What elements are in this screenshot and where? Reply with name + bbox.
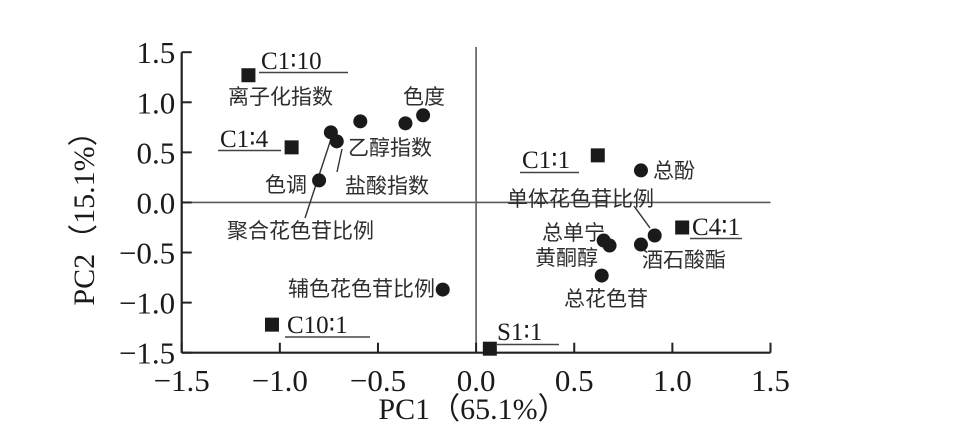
variable-label: 聚合花色苷比例 [227, 219, 374, 243]
sample-marker [284, 140, 299, 155]
variable-marker [312, 173, 327, 188]
y-tick-label: −1.5 [119, 336, 175, 371]
variable-label: 黄酮醇 [535, 246, 598, 270]
variable-label: 总花色苷 [564, 287, 648, 311]
leader-line [633, 205, 651, 229]
x-tick-label: −1.5 [154, 363, 210, 398]
variable-label: 总酚 [653, 159, 695, 183]
variable-label: 离子化指数 [228, 85, 333, 109]
variable-marker [633, 237, 648, 252]
sample-label: S1∶1 [497, 319, 542, 346]
variable-label: 单体花色苷比例 [507, 187, 654, 211]
sample-label: C10∶1 [287, 312, 348, 339]
variable-marker [398, 116, 413, 131]
variable-marker [416, 108, 431, 123]
variable-label: 辅色花色苷比例 [288, 277, 435, 301]
variable-marker [435, 282, 450, 297]
x-tick-label: 1.0 [653, 363, 692, 398]
variable-marker [353, 114, 368, 129]
variable-label: 盐酸指数 [345, 174, 429, 198]
sample-marker [675, 220, 690, 235]
variable-label: 乙醇指数 [348, 136, 432, 160]
variable-marker [647, 228, 662, 243]
variable-marker [594, 268, 609, 283]
x-tick-label: −0.5 [350, 363, 406, 398]
sample-label: C1∶10 [261, 48, 322, 75]
x-axis-title: PC1（65.1%） [378, 393, 567, 426]
sample-label: C1∶1 [522, 147, 570, 174]
y-tick-label: 1.0 [136, 85, 175, 120]
y-tick-label: 1.5 [136, 35, 175, 70]
x-tick-label: 1.5 [751, 363, 790, 398]
y-tick-label: 0.0 [136, 185, 175, 220]
variable-marker [633, 163, 648, 178]
x-tick-label: 0.5 [555, 363, 594, 398]
y-tick-label: 0.5 [136, 135, 175, 170]
variable-label: 色调 [265, 173, 307, 197]
leader-line [336, 148, 343, 173]
sample-marker [482, 341, 497, 356]
x-tick-label: 0.0 [457, 363, 496, 398]
y-tick-label: −0.5 [119, 236, 175, 271]
sample-label: C4∶1 [692, 214, 740, 241]
y-tick-label: −1.0 [119, 286, 175, 321]
variable-label: 总单宁 [542, 221, 605, 245]
variable-label: 酒石酸酯 [642, 248, 726, 272]
variable-marker [602, 238, 617, 253]
sample-marker [590, 148, 605, 163]
sample-label: C1∶4 [220, 126, 269, 153]
y-axis-title: PC2（15.1%） [68, 116, 101, 305]
variable-label: 色度 [403, 85, 445, 109]
variable-marker [323, 125, 338, 140]
sample-marker [241, 68, 256, 83]
x-tick-label: −1.0 [252, 363, 308, 398]
sample-marker [264, 317, 279, 332]
